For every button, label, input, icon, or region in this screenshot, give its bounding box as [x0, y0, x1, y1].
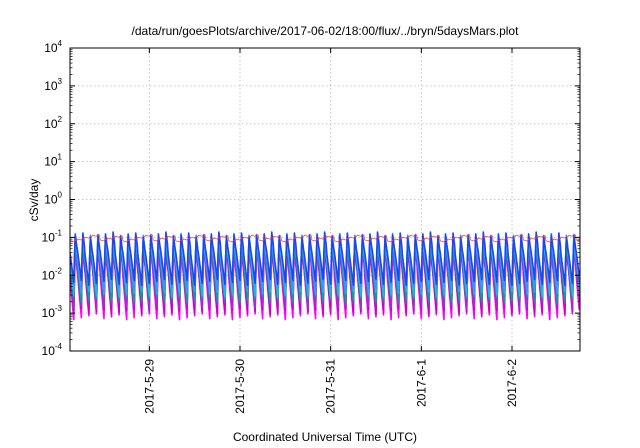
- series-line: [70, 234, 580, 243]
- y-tick-label: 10-4: [42, 342, 63, 358]
- x-tick-label: 2017-6-1: [414, 359, 428, 407]
- y-tick-label: 100: [44, 191, 62, 207]
- y-tick-label: 10-2: [42, 266, 63, 282]
- series-group: [70, 231, 580, 321]
- x-tick-label: 2017-6-2: [505, 359, 519, 407]
- x-tick-label: 2017-5-30: [233, 359, 247, 414]
- y-tick-label: 104: [44, 39, 62, 55]
- y-tick-label: 103: [44, 77, 62, 93]
- y-axis: 10-4 10-3 10-2 10-1 100 101 102 103 104: [42, 39, 580, 358]
- series-line: [70, 231, 580, 286]
- y-axis-label: cSv/day: [27, 179, 41, 222]
- y-tick-label: 101: [44, 153, 62, 169]
- y-tick-label: 10-3: [42, 304, 63, 320]
- x-tick-label: 2017-5-31: [324, 359, 338, 414]
- x-tick-label: 2017-5-29: [142, 359, 156, 414]
- x-axis: 2017-5-29 2017-5-30 2017-5-31 2017-6-1 2017-…: [142, 48, 519, 414]
- y-tick-label: 102: [44, 115, 62, 131]
- chart-title: /data/run/goesPlots/archive/2017-06-02/1…: [132, 24, 520, 38]
- x-axis-label: Coordinated Universal Time (UTC): [233, 430, 417, 444]
- y-tick-label: 10-1: [42, 228, 63, 244]
